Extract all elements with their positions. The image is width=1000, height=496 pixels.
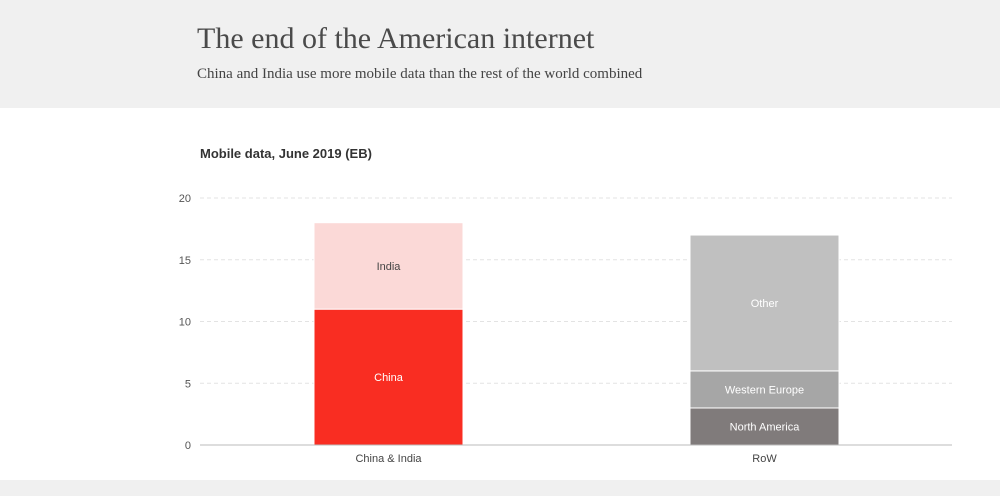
segment-label: China: [374, 372, 404, 384]
chart-title: Mobile data, June 2019 (EB): [200, 146, 372, 161]
y-tick-label: 15: [179, 255, 191, 267]
header-band: The end of the American internet China a…: [0, 0, 1000, 108]
page-subtitle: China and India use more mobile data tha…: [197, 66, 643, 82]
segment-label: India: [377, 261, 402, 273]
page-title: The end of the American internet: [197, 22, 595, 55]
y-tick-label: 5: [185, 378, 191, 390]
segment-label: Western Europe: [725, 384, 804, 396]
segment-label: North America: [730, 421, 801, 433]
bar-segment-western-europe: [689, 370, 840, 409]
y-tick-label: 10: [179, 317, 191, 329]
x-tick-label: China & India: [355, 453, 422, 465]
x-tick-label: RoW: [752, 453, 777, 465]
bar-segment-india: [313, 222, 464, 310]
segment-label: Other: [751, 298, 779, 310]
y-tick-label: 0: [185, 440, 191, 452]
bar-segment-other: [689, 234, 840, 372]
bar-segment-north-america: [689, 407, 840, 446]
bar-segment-china: [313, 308, 464, 446]
y-tick-label: 20: [179, 193, 191, 205]
footer-band: [0, 480, 1000, 496]
